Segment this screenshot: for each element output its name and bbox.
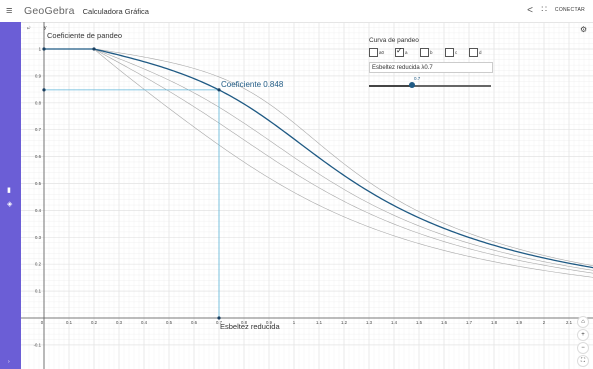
plateau-end-point	[92, 47, 96, 51]
x-tick-label: 0.6	[191, 320, 198, 325]
settings-icon[interactable]: ⚙	[580, 25, 588, 34]
x-tick-label: 0.5	[166, 320, 173, 325]
checkbox-c-box[interactable]	[445, 47, 454, 57]
menu-icon[interactable]: ≡	[6, 5, 13, 17]
checkbox-c[interactable]: c	[445, 47, 457, 57]
y-tick-label: 0.4	[35, 208, 42, 213]
style-icon[interactable]: ◈	[7, 201, 13, 208]
share-icon[interactable]: <	[527, 5, 533, 16]
checkbox-d-box[interactable]	[469, 47, 478, 57]
checkbox-a-box[interactable]	[395, 46, 404, 57]
buckling-curve	[44, 48, 593, 271]
x-tick-label: 0.1	[66, 320, 73, 325]
slider-fill	[369, 85, 412, 87]
x-axis-title: Esbeltez reducida	[220, 322, 280, 331]
fullscreen-icon[interactable]: ⛶	[577, 355, 589, 367]
panel-title: Curva de pandeo	[369, 37, 419, 44]
checkbox-d[interactable]: d	[469, 47, 482, 57]
x-tick-label: 1.1	[316, 320, 323, 325]
x-projection-point	[217, 316, 221, 320]
x-tick-label: 1.6	[441, 320, 448, 325]
top-bar: ≡ GeoGebra Calculadora Gráfica < ∷ CONEC…	[0, 0, 593, 23]
x-tick-label: 0.2	[91, 320, 98, 325]
y-projection-point	[42, 88, 46, 92]
x-tick-label: 0.7	[216, 320, 223, 325]
delete-icon[interactable]: ▮	[7, 187, 11, 194]
y-tick-label: 1	[39, 47, 42, 52]
x-tick-label: 1.4	[391, 320, 398, 325]
y-tick-label: 0.8	[35, 100, 42, 105]
buckling-curve	[44, 48, 593, 278]
x-tick-label: 1.3	[366, 320, 373, 325]
x-tick-label: 1.8	[491, 320, 498, 325]
x-tick-label: 1.2	[341, 320, 348, 325]
x-tick-label: 1.9	[516, 320, 523, 325]
buckling-curve	[44, 48, 593, 267]
buckling-curve	[44, 48, 593, 268]
app-title: Calculadora Gráfica	[82, 6, 149, 16]
checkbox-a0-box[interactable]	[369, 47, 378, 57]
curve-start-point	[42, 47, 46, 51]
y-tick-label: 0.9	[35, 73, 42, 78]
y-tick-label: 0.6	[35, 154, 42, 159]
y-tick-label: 0.1	[35, 289, 42, 294]
chevron-icon[interactable]: ›	[8, 359, 10, 365]
slider-knob[interactable]	[408, 82, 415, 88]
checkbox-a[interactable]: a	[395, 46, 408, 57]
selected-buckling-curve	[44, 48, 593, 269]
slenderness-input[interactable]: Esbeltez reducida λ0.7	[369, 62, 493, 73]
coefficient-point	[217, 88, 221, 92]
x-tick-label: 1.5	[416, 320, 423, 325]
y-tick-label: -0.1	[34, 342, 42, 347]
checkbox-a0[interactable]: a0	[369, 47, 384, 57]
graph-view[interactable]: 0.1 0.2 0.3 0.4 0.5 0.6 0.7 0.8 0.9 1 1.1 1.2 1.3 1.4…	[21, 22, 593, 369]
x-tick-label: 0	[41, 320, 44, 325]
x-tick-label: 1.7	[466, 320, 473, 325]
y-tick-label: 0.5	[35, 181, 42, 186]
coefficient-point-label: Coeficiente 0.848	[221, 80, 284, 89]
y-axis-name: y	[44, 25, 47, 31]
brand-logo[interactable]: GeoGebra	[24, 5, 75, 17]
sign-in-button[interactable]: CONECTAR	[554, 7, 585, 13]
y-tick-label: 0.2	[35, 262, 42, 267]
x-tick-label: 0.4	[141, 320, 148, 325]
zoom-in-icon[interactable]: +	[577, 329, 589, 341]
y-tick-label: 0.3	[35, 235, 42, 240]
buckling-curve	[44, 48, 593, 274]
y-tick-label: 0.7	[35, 127, 42, 132]
algebra-view-icon[interactable]: ⤾	[27, 25, 31, 30]
x-tick-label: 0.8	[241, 320, 248, 325]
slider-value: 0.7	[414, 76, 421, 81]
checkbox-b-box[interactable]	[420, 47, 429, 57]
x-tick-label: 2.1	[566, 320, 573, 325]
checkbox-b[interactable]: b	[420, 47, 433, 57]
x-tick-label: 1	[293, 320, 296, 325]
sidebar: ▮ ◈ ›	[0, 22, 21, 369]
x-tick-label: 0.9	[266, 320, 273, 325]
slenderness-slider[interactable]	[369, 82, 491, 88]
apps-grid-icon[interactable]: ∷	[541, 4, 547, 14]
zoom-out-icon[interactable]: −	[577, 342, 589, 354]
x-tick-label: 0.3	[116, 320, 123, 325]
home-icon[interactable]: ⌂	[577, 316, 589, 328]
y-axis-title: Coeficiente de pandeo	[47, 31, 123, 40]
x-tick-label: 2	[543, 320, 546, 325]
